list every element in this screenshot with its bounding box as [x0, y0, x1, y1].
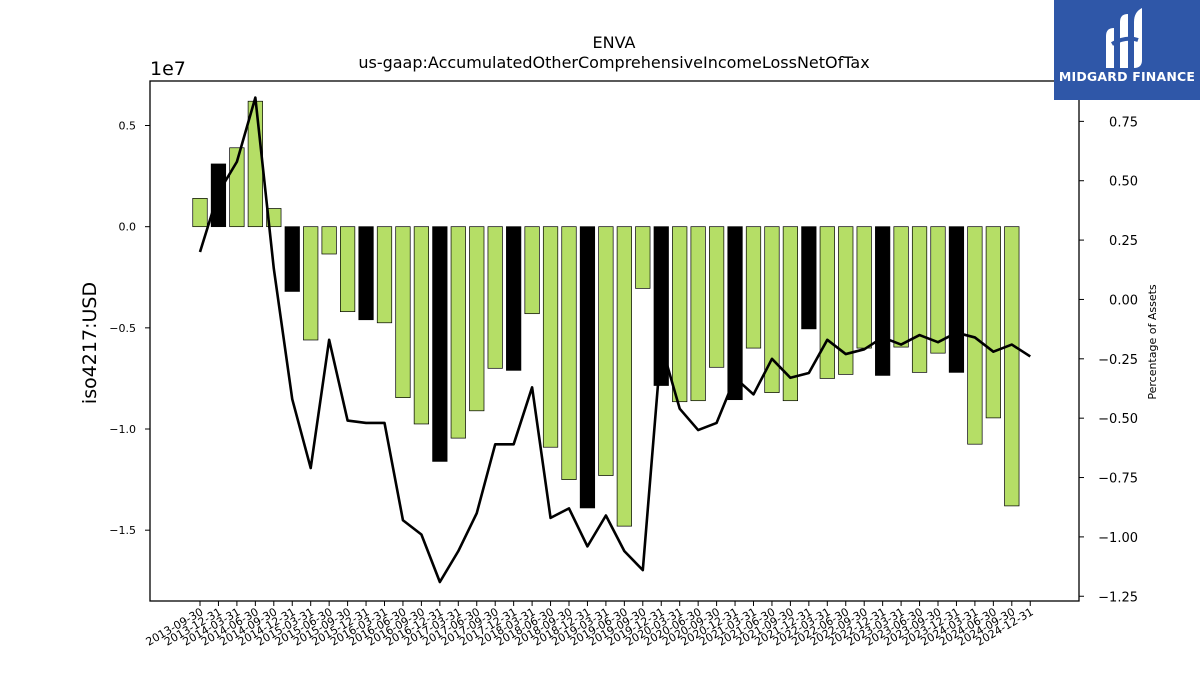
y2-tick-label: −0.50 — [1098, 412, 1138, 427]
plot-frame — [149, 80, 1080, 602]
bar — [838, 226, 854, 375]
bar — [727, 226, 743, 401]
y2-tick-label: −1.25 — [1098, 590, 1138, 605]
bar — [893, 226, 909, 348]
bar — [561, 226, 577, 480]
bar — [819, 226, 835, 379]
bar — [764, 226, 780, 393]
bar — [1004, 226, 1020, 507]
bar — [911, 226, 928, 373]
bar — [579, 226, 596, 509]
y-axis-label: iso4217:USD — [79, 282, 101, 404]
y2-tick-label: 0.75 — [1109, 115, 1138, 130]
bar — [542, 226, 559, 448]
bar — [856, 226, 872, 349]
y-tick-label: −1.0 — [109, 423, 136, 436]
y2-tick-label: −0.25 — [1098, 353, 1138, 368]
bar — [985, 226, 1001, 419]
bar — [801, 226, 817, 330]
bar — [598, 226, 614, 476]
bar — [247, 100, 263, 228]
bar — [284, 226, 300, 292]
bar — [782, 226, 799, 402]
chart-title: ENVA — [593, 33, 636, 52]
y-tick-label: −0.5 — [109, 322, 136, 335]
bar — [303, 226, 319, 341]
y2-tick-label: −0.75 — [1098, 472, 1138, 487]
bar — [450, 226, 466, 439]
brand-logo: MIDGARD FINANCE — [1054, 0, 1200, 100]
y-tick-label: 0.0 — [119, 221, 137, 234]
bar — [376, 226, 393, 324]
bar — [192, 198, 208, 228]
y-tick-label: −1.5 — [109, 524, 136, 537]
bar — [413, 226, 429, 425]
axes: 0.5 0.0 −0.5 −1.0 −1.5 0.75 0.50 0.25 0.00 −0.25 −… — [109, 115, 1138, 648]
bar — [690, 226, 706, 402]
logo-text: MIDGARD FINANCE — [1058, 69, 1196, 84]
bar — [321, 226, 337, 255]
bar — [266, 208, 282, 228]
y-offset-label: 1e7 — [150, 58, 186, 80]
bar — [395, 226, 411, 398]
bar — [524, 226, 540, 315]
bar — [358, 226, 374, 321]
bar — [875, 226, 891, 376]
logo-mark-icon — [1106, 8, 1142, 68]
bar — [506, 226, 522, 371]
bar — [432, 226, 448, 462]
bar — [469, 226, 485, 412]
bar-series — [192, 100, 1020, 527]
series-line — [198, 96, 1031, 584]
y2-tick-label: 0.50 — [1109, 175, 1138, 190]
bar — [708, 226, 725, 368]
y2-tick-label: −1.00 — [1098, 531, 1138, 546]
bar — [948, 226, 965, 373]
bar — [745, 226, 762, 349]
y2-axis-label: Percentage of Assets — [1146, 284, 1159, 400]
bar — [616, 226, 632, 527]
y-tick-label: 0.5 — [119, 120, 137, 133]
chart-subtitle: us-gaap:AccumulatedOtherComprehensiveInc… — [358, 53, 869, 72]
bar — [930, 226, 946, 354]
bar — [635, 226, 651, 289]
bar — [672, 226, 688, 403]
line-series — [198, 96, 1031, 584]
bar — [487, 226, 503, 369]
bar — [340, 226, 356, 313]
bar — [653, 226, 669, 386]
y2-tick-label: 0.00 — [1109, 293, 1138, 308]
y2-tick-label: 0.25 — [1109, 234, 1138, 249]
